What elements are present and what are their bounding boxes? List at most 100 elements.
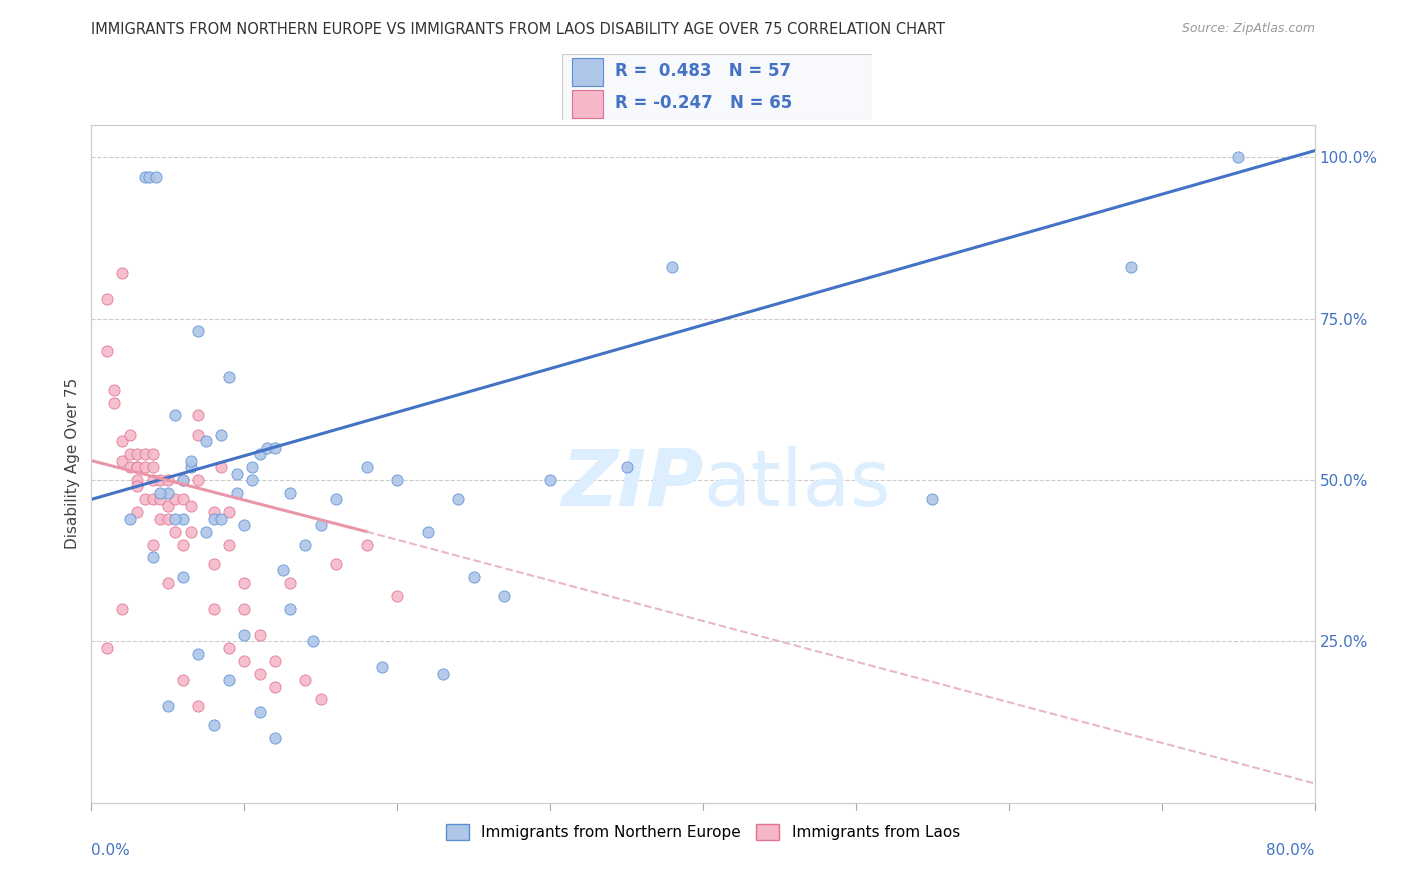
Point (156, 499, 179, 513)
Point (172, 512, 194, 526)
Point (233, 654, 256, 668)
Point (187, 325, 209, 339)
Text: Source: ZipAtlas.com: Source: ZipAtlas.com (1181, 22, 1315, 36)
Point (127, 473, 149, 487)
Point (96, 343, 118, 358)
Point (432, 666, 454, 681)
Point (165, 524, 187, 539)
Point (309, 518, 332, 533)
Point (202, 512, 225, 526)
Point (233, 576, 256, 591)
Point (225, 486, 247, 500)
Point (134, 492, 156, 507)
Point (165, 492, 187, 507)
Point (96, 292, 118, 306)
Point (118, 447, 141, 461)
Point (278, 576, 301, 591)
Point (356, 537, 378, 551)
Point (172, 473, 194, 487)
Point (103, 395, 125, 409)
Point (134, 447, 156, 461)
Point (278, 602, 301, 616)
Point (233, 602, 256, 616)
Point (325, 557, 347, 571)
Point (1227, 150, 1250, 164)
Point (416, 524, 439, 539)
Text: 0.0%: 0.0% (91, 843, 131, 858)
Point (156, 512, 179, 526)
Point (118, 512, 141, 526)
Point (538, 473, 561, 487)
Point (141, 447, 163, 461)
Point (494, 589, 516, 603)
Point (111, 434, 134, 449)
Point (256, 441, 278, 455)
Point (1121, 260, 1143, 274)
Point (202, 602, 225, 616)
Point (141, 550, 163, 565)
Point (195, 434, 218, 449)
Point (149, 492, 172, 507)
Point (134, 460, 156, 475)
Point (118, 427, 141, 442)
Bar (572, 89, 603, 118)
Point (156, 473, 179, 487)
Point (294, 673, 316, 687)
Point (249, 666, 271, 681)
Point (240, 473, 263, 487)
Point (180, 453, 202, 467)
Point (165, 409, 187, 423)
Point (218, 369, 240, 384)
Point (127, 505, 149, 519)
Point (233, 518, 256, 533)
Point (149, 473, 172, 487)
Point (218, 640, 240, 655)
Point (118, 460, 141, 475)
Point (180, 499, 202, 513)
Text: atlas: atlas (703, 446, 890, 522)
FancyBboxPatch shape (562, 54, 872, 120)
Point (233, 628, 256, 642)
Point (127, 460, 149, 475)
Point (187, 698, 209, 713)
Point (187, 409, 209, 423)
Point (187, 427, 209, 442)
Point (921, 492, 943, 507)
Point (202, 505, 225, 519)
Text: R = -0.247   N = 65: R = -0.247 N = 65 (614, 94, 792, 112)
Point (134, 169, 156, 184)
Point (180, 460, 202, 475)
Point (127, 460, 149, 475)
Point (385, 473, 409, 487)
Point (187, 648, 209, 662)
Point (156, 698, 179, 713)
Point (172, 492, 194, 507)
Point (264, 654, 287, 668)
Point (141, 473, 163, 487)
Point (172, 473, 194, 487)
Point (249, 628, 271, 642)
Point (172, 537, 194, 551)
Point (209, 512, 232, 526)
Point (302, 634, 325, 648)
Point (141, 492, 163, 507)
Point (202, 557, 225, 571)
Point (616, 460, 638, 475)
Point (249, 447, 271, 461)
Text: R =  0.483   N = 57: R = 0.483 N = 57 (614, 62, 792, 80)
Point (195, 524, 218, 539)
Point (145, 169, 167, 184)
Text: 80.0%: 80.0% (1267, 843, 1315, 858)
Point (180, 524, 202, 539)
Point (278, 486, 301, 500)
Point (127, 447, 149, 461)
Point (209, 427, 232, 442)
Text: ZIP: ZIP (561, 446, 703, 522)
Point (141, 537, 163, 551)
Point (371, 660, 394, 674)
Point (149, 486, 172, 500)
Point (149, 512, 172, 526)
Point (264, 441, 287, 455)
Point (111, 602, 134, 616)
Point (325, 492, 347, 507)
